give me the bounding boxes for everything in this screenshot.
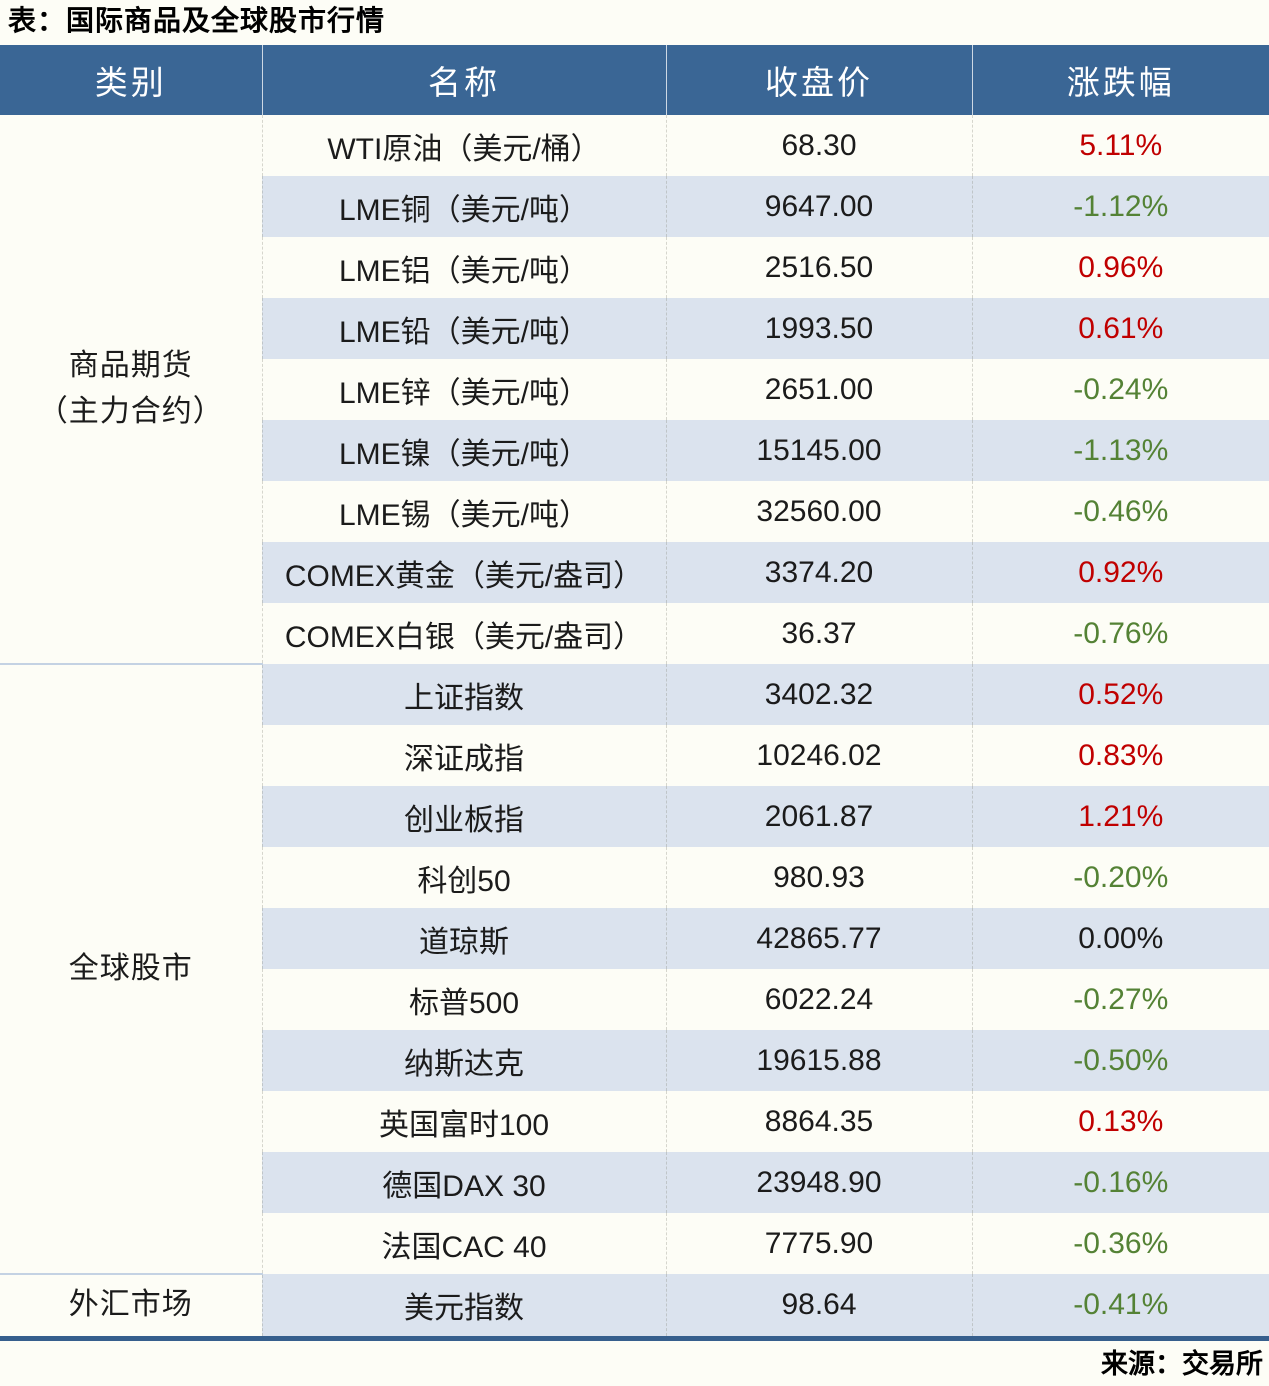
close-price-cell: 23948.90 xyxy=(665,1152,972,1213)
change-pct-cell: 0.92% xyxy=(971,542,1269,603)
table-row: 外汇市场 美元指数 98.64 -0.41% xyxy=(0,1274,1269,1341)
name-cell: 上证指数 xyxy=(261,664,666,725)
name-cell: 法国CAC 40 xyxy=(261,1213,666,1274)
name-cell: LME铜（美元/吨） xyxy=(261,176,666,237)
table-row: LME铝（美元/吨） 2516.50 0.96% xyxy=(0,237,1269,298)
close-price-cell: 36.37 xyxy=(665,603,972,664)
change-pct-cell: 0.52% xyxy=(971,664,1269,725)
change-pct-cell: -0.27% xyxy=(971,969,1269,1030)
close-price-cell: 3402.32 xyxy=(665,664,972,725)
close-price-cell: 10246.02 xyxy=(665,725,972,786)
category-label: （主力合约） xyxy=(37,395,224,428)
table-row: 英国富时100 8864.35 0.13% xyxy=(0,1091,1269,1152)
close-price-cell: 1993.50 xyxy=(665,298,972,359)
close-price-cell: 2061.87 xyxy=(665,786,972,847)
category-cell: 全球股市 xyxy=(0,664,262,1275)
change-pct-cell: -1.13% xyxy=(971,420,1269,481)
change-pct-cell: 0.83% xyxy=(971,725,1269,786)
change-pct-cell: 5.11% xyxy=(971,115,1269,176)
name-cell: 英国富时100 xyxy=(261,1091,666,1152)
close-price-cell: 19615.88 xyxy=(665,1030,972,1091)
table-row: 标普500 6022.24 -0.27% xyxy=(0,969,1269,1030)
change-pct-cell: -0.20% xyxy=(971,847,1269,908)
quotes-table: 类别 名称 收盘价 涨跌幅 商品期货 （主力合约） WTI原油（美元/桶） 68.30… xyxy=(0,45,1269,1341)
category-label: 外汇市场 xyxy=(68,1288,193,1322)
col-header-name: 名称 xyxy=(262,45,667,115)
category-cell: 外汇市场 xyxy=(0,1274,262,1341)
name-cell: 道琼斯 xyxy=(261,908,666,969)
name-cell: COMEX白银（美元/盎司） xyxy=(261,603,666,664)
category-label: 商品期货 xyxy=(68,348,193,382)
name-cell: 纳斯达克 xyxy=(261,1030,666,1091)
name-cell: 美元指数 xyxy=(261,1274,666,1341)
close-price-cell: 2651.00 xyxy=(665,359,972,420)
close-price-cell: 2516.50 xyxy=(665,237,972,298)
header-row: 类别 名称 收盘价 涨跌幅 xyxy=(0,45,1269,115)
table-row: 全球股市 上证指数 3402.32 0.52% xyxy=(0,664,1269,1275)
col-header-change: 涨跌幅 xyxy=(972,45,1269,115)
category-cell: 商品期货 （主力合约） xyxy=(0,115,262,665)
table-row: 深证成指 10246.02 0.83% xyxy=(0,725,1269,786)
name-cell: 标普500 xyxy=(261,969,666,1030)
change-pct-cell: -1.12% xyxy=(971,176,1269,237)
table-row: 道琼斯 42865.77 0.00% xyxy=(0,908,1269,969)
name-cell: LME镍（美元/吨） xyxy=(261,420,666,481)
table-row: 商品期货 （主力合约） WTI原油（美元/桶） 68.30 5.11% xyxy=(0,115,1269,665)
name-cell: 深证成指 xyxy=(261,725,666,786)
change-pct-cell: 0.61% xyxy=(971,298,1269,359)
table-row: 科创50 980.93 -0.20% xyxy=(0,847,1269,908)
change-pct-cell: 1.21% xyxy=(971,786,1269,847)
table-row: LME铅（美元/吨） 1993.50 0.61% xyxy=(0,298,1269,359)
table-row: LME锡（美元/吨） 32560.00 -0.46% xyxy=(0,481,1269,542)
close-price-cell: 32560.00 xyxy=(665,481,972,542)
change-pct-cell: -0.46% xyxy=(971,481,1269,542)
close-price-cell: 98.64 xyxy=(665,1274,972,1341)
change-pct-cell: -0.76% xyxy=(971,603,1269,664)
col-header-close: 收盘价 xyxy=(666,45,973,115)
change-pct-cell: -0.50% xyxy=(971,1030,1269,1091)
table-row: LME铜（美元/吨） 9647.00 -1.12% xyxy=(0,176,1269,237)
table-row: COMEX黄金（美元/盎司） 3374.20 0.92% xyxy=(0,542,1269,603)
change-pct-cell: -0.41% xyxy=(971,1274,1269,1341)
close-price-cell: 68.30 xyxy=(665,115,972,176)
name-cell: LME铅（美元/吨） xyxy=(261,298,666,359)
close-price-cell: 9647.00 xyxy=(665,176,972,237)
change-pct-cell: 0.00% xyxy=(971,908,1269,969)
name-cell: LME铝（美元/吨） xyxy=(261,237,666,298)
page-title: 表：国际商品及全球股市行情 xyxy=(8,5,386,36)
close-price-cell: 7775.90 xyxy=(665,1213,972,1274)
table-row: 法国CAC 40 7775.90 -0.36% xyxy=(0,1213,1269,1274)
table-row: LME锌（美元/吨） 2651.00 -0.24% xyxy=(0,359,1269,420)
change-pct-cell: -0.36% xyxy=(971,1213,1269,1274)
name-cell: 创业板指 xyxy=(261,786,666,847)
table-body: 商品期货 （主力合约） WTI原油（美元/桶） 68.30 5.11% LME铜（美元/吨… xyxy=(0,115,1269,1341)
close-price-cell: 980.93 xyxy=(665,847,972,908)
name-cell: 德国DAX 30 xyxy=(261,1152,666,1213)
name-cell: LME锌（美元/吨） xyxy=(261,359,666,420)
name-cell: LME锡（美元/吨） xyxy=(261,481,666,542)
name-cell: COMEX黄金（美元/盎司） xyxy=(261,542,666,603)
table-row: 纳斯达克 19615.88 -0.50% xyxy=(0,1030,1269,1091)
change-pct-cell: 0.13% xyxy=(971,1091,1269,1152)
col-header-category: 类别 xyxy=(0,45,263,115)
table-row: COMEX白银（美元/盎司） 36.37 -0.76% xyxy=(0,603,1269,664)
close-price-cell: 15145.00 xyxy=(665,420,972,481)
category-label: 全球股市 xyxy=(68,951,193,985)
close-price-cell: 42865.77 xyxy=(665,908,972,969)
table-row: 创业板指 2061.87 1.21% xyxy=(0,786,1269,847)
name-cell: 科创50 xyxy=(261,847,666,908)
close-price-cell: 8864.35 xyxy=(665,1091,972,1152)
name-cell: WTI原油（美元/桶） xyxy=(261,115,666,176)
source-label: 来源：交易所 xyxy=(1101,1349,1263,1379)
close-price-cell: 3374.20 xyxy=(665,542,972,603)
table-row: 德国DAX 30 23948.90 -0.16% xyxy=(0,1152,1269,1213)
close-price-cell: 6022.24 xyxy=(665,969,972,1030)
change-pct-cell: -0.24% xyxy=(971,359,1269,420)
change-pct-cell: -0.16% xyxy=(971,1152,1269,1213)
table-row: LME镍（美元/吨） 15145.00 -1.13% xyxy=(0,420,1269,481)
change-pct-cell: 0.96% xyxy=(971,237,1269,298)
